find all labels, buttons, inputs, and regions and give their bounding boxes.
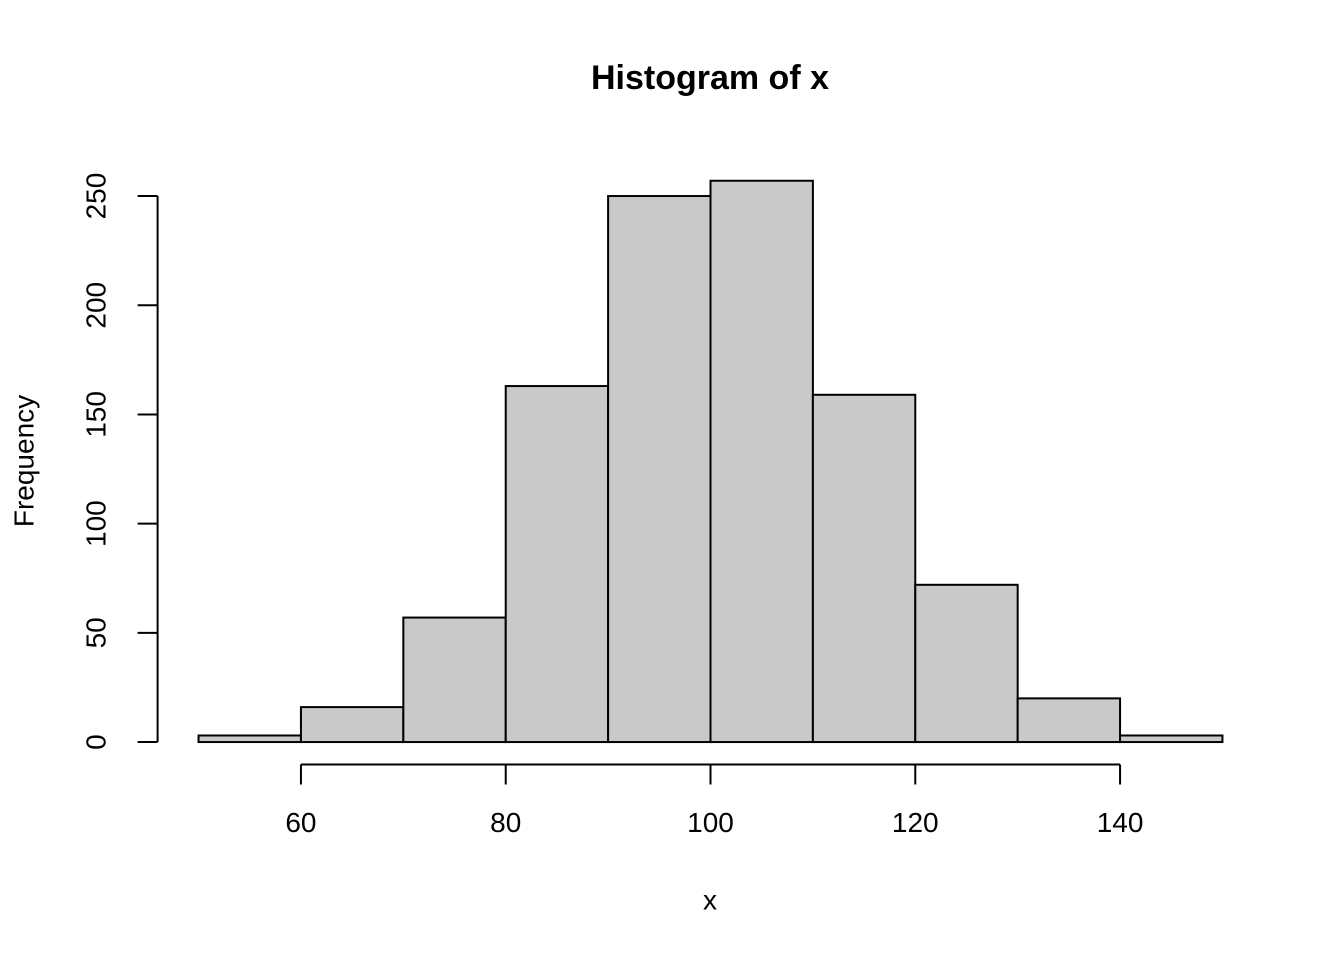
bar [1016,697,1122,744]
x-tick-label: 120 [892,807,939,838]
y-tick-label: 200 [80,282,111,329]
x-tick-label: 100 [687,807,734,838]
x-axis-label: x [703,884,717,915]
bar [1119,734,1224,744]
y-tick-label: 150 [80,391,111,438]
bar [811,393,917,744]
bar [402,616,507,744]
y-tick-label: 100 [80,500,111,547]
bar [197,734,302,744]
bar [607,195,712,744]
bar [709,179,814,744]
y-axis-label: Frequency [8,395,39,527]
y-tick-label: 50 [80,617,111,648]
bar [504,385,610,744]
y-tick-label: 250 [80,173,111,220]
bar [299,706,405,744]
x-tick-label: 140 [1097,807,1144,838]
chart-title: Histogram of x [591,59,829,97]
y-tick-label: 0 [80,734,111,750]
bar [914,583,1019,744]
x-tick-label: 80 [490,807,521,838]
x-tick-label: 60 [285,807,316,838]
